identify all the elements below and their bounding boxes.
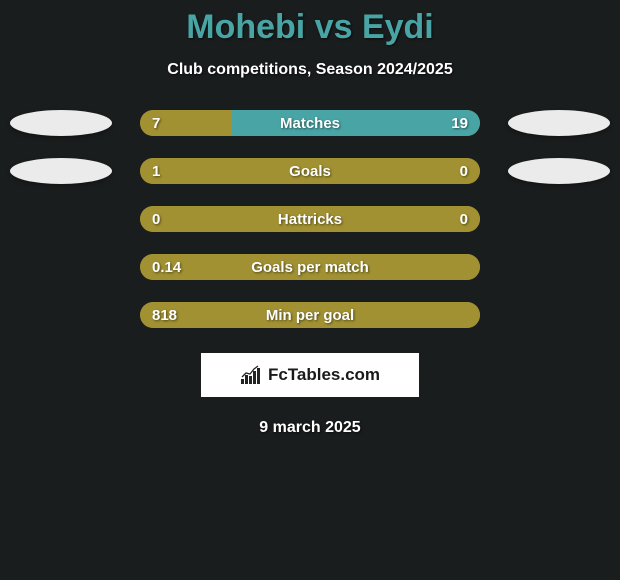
stats-container: 7 Matches 19 1 Goals 0 0 Hattricks 0 [0,109,620,329]
bar-chart-icon [240,365,262,385]
stat-value-left: 0.14 [152,259,181,276]
stat-row-mpg: 818 Min per goal [0,301,620,329]
stat-bar-goals: 1 Goals 0 [140,158,480,184]
comparison-subtitle: Club competitions, Season 2024/2025 [167,61,452,79]
stat-value-left: 7 [152,115,160,132]
stat-row-goals: 1 Goals 0 [0,157,620,185]
stat-label: Hattricks [278,211,342,228]
stat-bar-matches: 7 Matches 19 [140,110,480,136]
stat-bar-left-fill [140,158,402,184]
stat-bar-mpg: 818 Min per goal [140,302,480,328]
stat-label: Goals [289,163,331,180]
player2-avatar-oval [508,110,610,136]
stat-value-right: 19 [451,115,468,132]
stat-bar-right-fill [232,110,480,136]
player1-avatar-oval [10,110,112,136]
stat-bar-right-fill [402,158,480,184]
stat-value-right: 0 [460,163,468,180]
stat-row-hattricks: 0 Hattricks 0 [0,205,620,233]
stat-label: Min per goal [266,307,354,324]
brand-text: FcTables.com [268,365,380,385]
comparison-title: Mohebi vs Eydi [186,8,434,47]
date-label: 9 march 2025 [259,419,360,437]
stat-value-left: 1 [152,163,160,180]
brand-box: FcTables.com [201,353,419,397]
stat-row-gpm: 0.14 Goals per match [0,253,620,281]
stat-bar-gpm: 0.14 Goals per match [140,254,480,280]
stat-bar-hattricks: 0 Hattricks 0 [140,206,480,232]
player2-avatar-oval [508,158,610,184]
stat-value-left: 0 [152,211,160,228]
stat-label: Matches [280,115,340,132]
stat-value-left: 818 [152,307,177,324]
stat-value-right: 0 [460,211,468,228]
stat-label: Goals per match [251,259,369,276]
player1-avatar-oval [10,158,112,184]
stat-row-matches: 7 Matches 19 [0,109,620,137]
